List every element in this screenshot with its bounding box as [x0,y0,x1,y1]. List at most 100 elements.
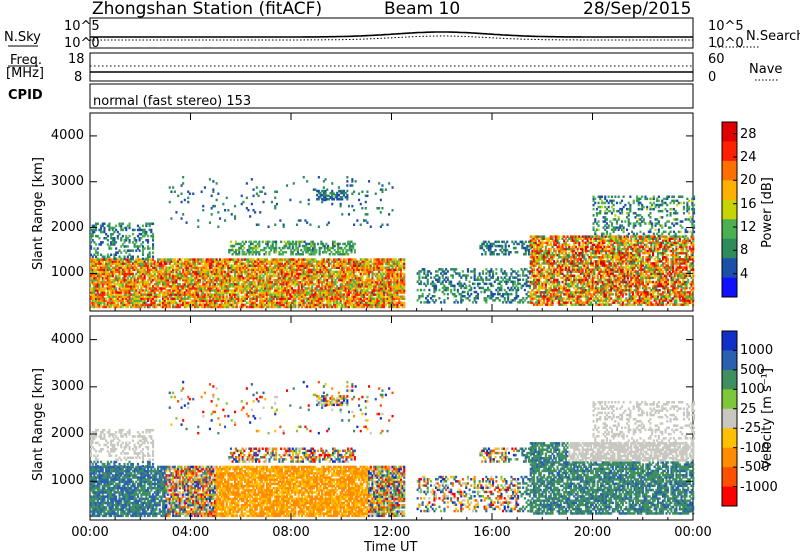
power-cell [435,285,437,288]
power-cell [115,287,117,290]
power-cell [132,249,134,252]
power-cell [346,190,348,193]
power-cell [129,239,131,242]
power-cell [354,249,356,252]
power-cell [102,241,104,244]
power-cell [447,297,449,300]
power-cell [120,251,122,254]
power-cell [370,258,372,261]
power-cell [438,297,440,300]
power-cell [447,270,449,273]
power-cell [467,268,469,271]
power-cell [495,268,497,271]
power-cell [403,302,405,305]
power-cell [479,272,481,275]
power-cell [428,301,430,304]
power-cell [443,293,445,296]
power-cell [505,272,507,275]
power-cell [474,268,476,271]
power-cell [480,291,482,294]
power-cell [280,241,282,244]
power-cell [420,281,422,284]
power-cell [522,279,524,282]
power-cell [477,293,479,296]
power-cell [464,291,466,294]
power-cell [450,281,452,284]
power-cell [435,299,437,302]
power-cell [147,239,149,242]
power-cell [519,279,521,282]
power-cell [430,276,432,279]
power-cell [500,285,502,288]
power-cell [339,243,341,246]
power-cell [443,299,445,302]
power-cell [492,270,494,273]
power-cell [149,251,151,254]
power-cell [122,235,124,238]
power-cell [499,299,501,302]
power-cell [331,190,333,193]
power-cell [428,293,430,296]
power-cell [115,258,117,261]
power-cell [469,281,471,284]
power-cell [504,297,506,300]
power-cell [108,223,110,226]
power-cell [275,241,277,244]
power-cell [447,287,449,290]
power-cell [265,251,267,254]
power-cell [459,272,461,275]
power-cell [465,285,467,288]
power-cell [495,249,497,252]
power-cell [501,245,503,248]
power-cell [230,241,232,244]
power-cell [467,274,469,277]
power-cell [440,301,442,304]
power-cell [147,235,149,238]
power-cell [427,279,429,282]
power-cell [97,251,99,254]
power-cell [455,295,457,298]
power-cell [142,225,144,228]
power-cell [97,223,99,226]
power-cell [347,253,349,256]
power-cell [403,273,405,276]
power-cell [524,289,526,292]
power-cell [508,245,510,248]
power-cell [135,239,137,242]
power-cell [514,281,516,284]
power-cell [103,227,105,230]
power-cell [124,256,126,259]
power-cell [492,285,494,288]
power-cell [268,241,270,244]
power-cell [258,241,260,244]
power-cell [474,287,476,290]
power-cell [152,256,154,259]
power-cell [115,247,117,250]
power-cell [438,289,440,292]
power-cell [447,276,449,279]
power-cell [498,241,500,244]
power-cell [495,272,497,275]
power-cell [455,268,457,271]
power-cell [145,231,147,234]
power-cell [132,256,134,259]
power-cell [423,289,425,292]
power-cell [245,241,247,244]
power-cell [262,241,264,244]
power-cell [420,289,422,292]
power-cell [346,194,348,197]
power-cell [403,295,405,298]
power-cell [485,251,487,254]
power-cell [315,249,317,252]
power-cell [103,223,105,226]
power-cell [354,243,356,246]
power-heatmap [90,176,695,308]
power-cell [107,235,109,238]
power-cell [510,251,512,254]
power-cell [438,276,440,279]
power-cell [107,239,109,242]
power-cell [527,291,529,294]
power-cell [527,281,529,284]
power-cell [129,235,131,238]
power-cell [115,241,117,244]
